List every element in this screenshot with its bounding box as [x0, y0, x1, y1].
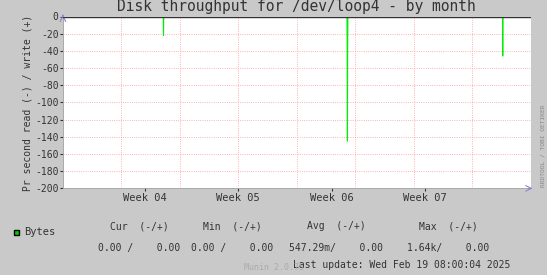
- Text: 1.64k/    0.00: 1.64k/ 0.00: [408, 243, 490, 253]
- Text: Last update: Wed Feb 19 08:00:04 2025: Last update: Wed Feb 19 08:00:04 2025: [293, 260, 511, 270]
- Title: Disk throughput for /dev/loop4 - by month: Disk throughput for /dev/loop4 - by mont…: [118, 0, 476, 14]
- Text: Max  (-/+): Max (-/+): [419, 221, 478, 231]
- Text: Min  (-/+): Min (-/+): [203, 221, 262, 231]
- Text: Cur  (-/+): Cur (-/+): [110, 221, 169, 231]
- Text: Bytes: Bytes: [24, 227, 55, 237]
- Text: 0.00 /    0.00: 0.00 / 0.00: [98, 243, 181, 253]
- Text: 547.29m/    0.00: 547.29m/ 0.00: [289, 243, 383, 253]
- Text: 0.00 /    0.00: 0.00 / 0.00: [191, 243, 274, 253]
- Text: Avg  (-/+): Avg (-/+): [307, 221, 366, 231]
- Y-axis label: Pr second read (-) / write (+): Pr second read (-) / write (+): [22, 14, 32, 191]
- Text: Munin 2.0.75: Munin 2.0.75: [243, 263, 304, 272]
- Text: RRDTOOL / TOBI OETIKER: RRDTOOL / TOBI OETIKER: [540, 104, 545, 187]
